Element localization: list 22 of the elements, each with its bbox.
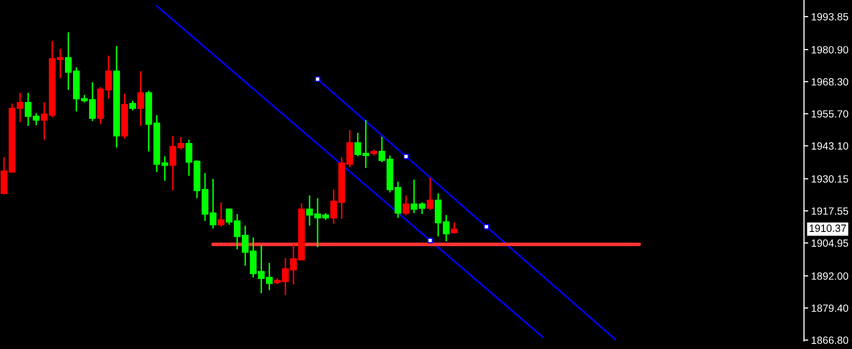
candlestick (218, 202, 224, 228)
candlestick (129, 100, 136, 112)
point (314, 76, 320, 82)
y-tick-label: 1879.40 (812, 304, 848, 312)
y-tick-label: 1943.10 (812, 142, 848, 150)
y-tick-label: 1968.30 (812, 78, 848, 86)
y-tick-label: 1917.55 (812, 207, 848, 215)
candlestick (137, 70, 144, 127)
y-tick-label: 1892.00 (812, 272, 848, 280)
y-tick-label: 1955.70 (812, 110, 848, 118)
y-tick-label: 1930.15 (812, 175, 848, 183)
y-tick-label: 1980.90 (812, 46, 848, 54)
y-tick-label: 1993.85 (812, 13, 848, 20)
point (427, 238, 433, 244)
text: 1910.37 (810, 224, 846, 232)
y-tick-label: 1904.95 (812, 239, 848, 247)
point (403, 154, 409, 160)
candlestick (426, 177, 434, 211)
candlestick (450, 222, 458, 234)
point (484, 224, 490, 230)
candlestick (402, 194, 410, 216)
y-tick-label: 1866.80 (812, 336, 848, 344)
